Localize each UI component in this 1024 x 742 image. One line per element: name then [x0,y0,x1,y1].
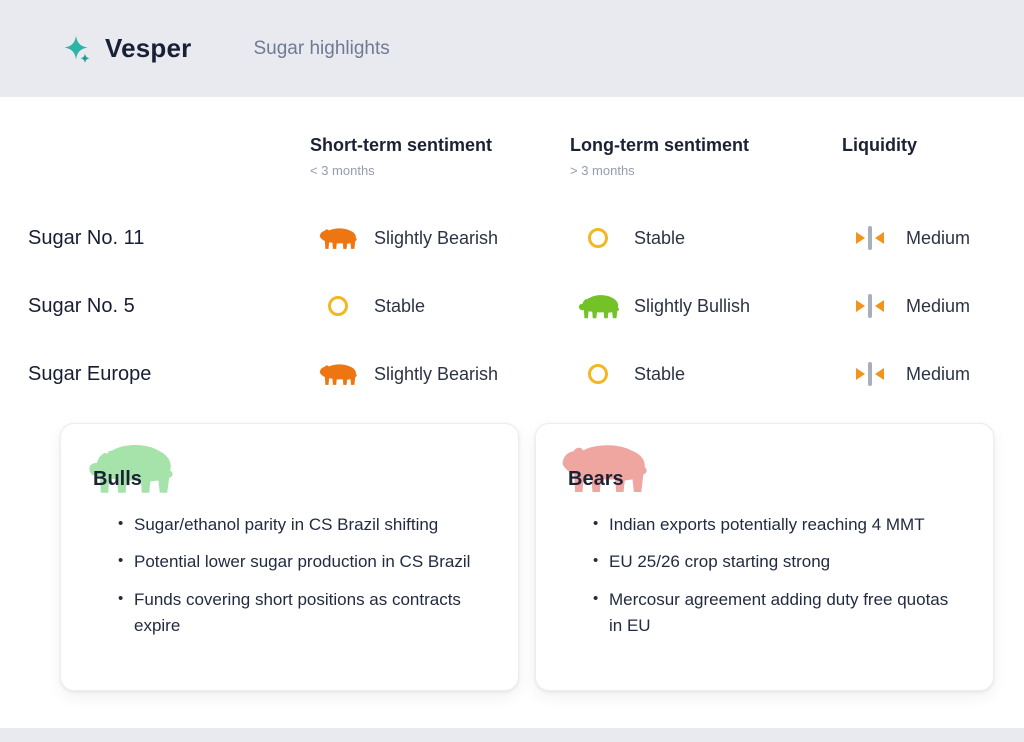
liquidity-label: Medium [906,227,971,248]
bulls-card-header: Bulls [89,442,490,504]
bears-list-item: Indian exports potentially reaching 4 MM… [592,512,965,538]
sentiment-label: Slightly Bearish [374,227,499,248]
page-title: Sugar highlights [253,37,390,59]
bulls-list-item: Funds covering short positions as contra… [117,587,490,640]
medium-liquidity-icon [848,226,892,250]
sentiment-label: Stable [634,363,686,384]
bears-card: Bears Indian exports potentially reachin… [535,423,994,691]
bulls-card-title: Bulls [93,468,142,490]
column-label: Long-term sentiment [570,135,750,155]
bears-list-item: Mercosur agreement adding duty free quot… [592,587,965,640]
column-label: Liquidity [842,135,917,155]
sentiment-label: Stable [374,295,426,316]
table-row-sugar-europe: Sugar Europe Slightly Bearish Stable Med… [0,340,1024,408]
short-term-sentiment-cell: Slightly Bearish [310,226,570,251]
column-long-term-sentiment: Long-term sentiment > 3 months [570,135,842,178]
column-label: Short-term sentiment [310,135,493,155]
short-term-sentiment-cell: Slightly Bearish [310,362,570,387]
short-term-sentiment-cell: Stable [310,296,570,317]
bulls-list-item: Sugar/ethanol parity in CS Brazil shifti… [117,512,490,538]
sentiment-label: Slightly Bearish [374,363,499,384]
liquidity-label: Medium [906,295,971,316]
stable-circle-icon [576,364,620,384]
commodity-name: Sugar No. 5 [28,294,135,317]
liquidity-cell: Medium [842,294,1024,318]
bears-list-item: EU 25/26 crop starting strong [592,549,965,575]
commodity-name: Sugar Europe [28,362,152,385]
column-liquidity: Liquidity [842,135,1024,178]
bears-card-title: Bears [568,468,624,490]
commodity-name: Sugar No. 11 [28,226,145,249]
stable-circle-icon [576,228,620,248]
medium-liquidity-icon [848,362,892,386]
header: Vesper Sugar highlights [0,0,1024,97]
liquidity-label: Medium [906,363,971,384]
bulls-list: Sugar/ethanol parity in CS Brazil shifti… [117,512,490,639]
bulls-card: Bulls Sugar/ethanol parity in CS Brazil … [60,423,519,691]
medium-liquidity-icon [848,294,892,318]
bull-icon [576,292,620,321]
sentiment-table: Sugar No. 11 Slightly Bearish Stable Med… [0,204,1024,408]
bulls-list-item: Potential lower sugar production in CS B… [117,549,490,575]
table-header-spacer [28,135,310,178]
sentiment-label: Slightly Bullish [634,295,751,316]
summary-cards: Bulls Sugar/ethanol parity in CS Brazil … [60,423,994,691]
long-term-sentiment-cell: Slightly Bullish [570,292,842,321]
liquidity-cell: Medium [842,226,1024,250]
brand-name: Vesper [105,33,192,63]
vesper-logo-icon [60,33,92,65]
bear-icon [316,226,360,251]
table-header-row: Short-term sentiment < 3 months Long-ter… [0,97,1024,178]
bears-list: Indian exports potentially reaching 4 MM… [592,512,965,639]
sentiment-label: Stable [634,227,686,248]
column-sublabel: > 3 months [570,163,635,178]
table-row-sugar-no-5: Sugar No. 5 Stable Slightly Bullish Medi… [0,272,1024,340]
stable-circle-icon [316,296,360,316]
liquidity-cell: Medium [842,362,1024,386]
content-panel: Short-term sentiment < 3 months Long-ter… [0,97,1024,728]
table-row-sugar-no-11: Sugar No. 11 Slightly Bearish Stable Med… [0,204,1024,272]
column-sublabel: < 3 months [310,163,375,178]
bear-icon [316,362,360,387]
brand: Vesper [60,33,192,65]
long-term-sentiment-cell: Stable [570,364,842,385]
column-short-term-sentiment: Short-term sentiment < 3 months [310,135,570,178]
bears-card-header: Bears [564,442,965,504]
long-term-sentiment-cell: Stable [570,228,842,249]
